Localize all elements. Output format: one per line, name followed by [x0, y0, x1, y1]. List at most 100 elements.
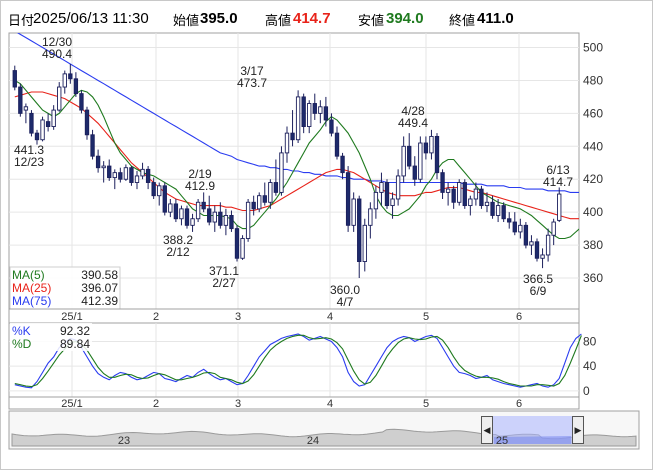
right-handle-icon: ▶	[574, 425, 582, 435]
candle-body	[229, 215, 234, 230]
candle-body	[434, 135, 440, 174]
navigator-right-handle[interactable]: ▶	[572, 416, 584, 444]
candle-body	[162, 185, 167, 213]
x-tick-label: 2	[153, 311, 159, 323]
candle-body	[440, 172, 445, 193]
candle-body	[407, 145, 412, 167]
annotation-top: 12/30	[42, 35, 72, 49]
annotation-bottom: 2/27	[212, 276, 236, 290]
date-value: 2025/06/13 11:30	[33, 10, 149, 27]
candle-body	[412, 165, 417, 180]
stoch-legend-name: %D	[12, 337, 32, 351]
x-tick-label: 4	[327, 311, 333, 323]
candle-body	[107, 165, 112, 179]
candle-body	[490, 201, 495, 216]
candle-body	[234, 228, 240, 259]
candle-body	[518, 224, 523, 233]
candle-body	[540, 254, 545, 259]
legend-value: 396.07	[81, 281, 118, 295]
low-value: 394.0	[386, 10, 424, 27]
candle-body	[79, 93, 84, 111]
candle-body	[118, 172, 123, 180]
candle-body	[134, 175, 140, 183]
stochastic-lines	[14, 333, 582, 389]
candle-body	[295, 96, 301, 141]
navigator-year-label: 23	[118, 435, 130, 447]
annotation-top: 2/19	[188, 167, 212, 181]
candle-body	[457, 182, 462, 203]
ma75-line	[16, 33, 579, 193]
candle-body	[95, 155, 101, 169]
candle-body	[351, 198, 356, 226]
y-tick-label: 480	[583, 73, 603, 87]
legend-name: MA(75)	[12, 294, 51, 308]
y-tick-label: 460	[583, 106, 603, 120]
navigator-year-label: 25	[496, 435, 508, 447]
legend-name: MA(5)	[12, 268, 45, 282]
candle-body	[268, 182, 273, 203]
stochastic-grid	[9, 323, 579, 397]
candle-body	[301, 96, 306, 127]
navigator-labels: 23 24 25	[118, 435, 508, 447]
candle-body	[168, 203, 173, 213]
candle-body	[395, 175, 401, 200]
candle-body	[501, 205, 506, 220]
candle-body	[507, 218, 512, 223]
candlesticks	[12, 63, 562, 279]
x-tick-label-lower: 4	[327, 398, 333, 410]
candle-body	[29, 112, 34, 134]
candle-body	[184, 208, 190, 226]
y-tick-label: 400	[583, 205, 603, 219]
main-y-axis: 500 480 460 440 420 400 380 360	[583, 41, 603, 285]
main-legend: MA(5) 390.58 MA(25) 396.07 MA(75) 412.39	[9, 266, 121, 310]
candle-body	[257, 195, 262, 210]
candle-body	[262, 195, 267, 203]
ohlc-header: 日付 2025/06/13 11:30 始値 395.0 高値 414.7 安値…	[0, 0, 653, 32]
candle-body	[207, 208, 212, 223]
x-tick-label: 25/1	[61, 311, 82, 323]
candle-body	[373, 191, 379, 210]
open-value: 395.0	[200, 10, 238, 27]
date-label: 日付	[8, 13, 35, 28]
candle-body	[123, 167, 129, 180]
annotation-bottom: 412.9	[185, 179, 215, 193]
candle-body	[557, 193, 562, 221]
annotation-top: 3/17	[240, 64, 264, 78]
y-tick-label: 440	[583, 139, 603, 153]
candle-body	[179, 208, 184, 220]
navigator-year-label: 24	[307, 435, 319, 447]
candle-body	[90, 134, 95, 157]
stoch-legend-box	[10, 323, 92, 351]
candle-body	[307, 103, 312, 127]
y-tick-label: 360	[583, 271, 603, 285]
candle-body	[68, 73, 73, 80]
candle-body	[445, 188, 451, 193]
close-value: 411.0	[477, 10, 514, 27]
candle-body	[323, 106, 329, 121]
x-tick-label: 6	[516, 311, 522, 323]
x-axis-strip-lower	[8, 396, 580, 410]
navigator-selected-area	[494, 436, 571, 444]
candle-body	[145, 168, 151, 183]
candle-body	[379, 182, 384, 193]
legend-value: 412.39	[81, 294, 118, 308]
open-label: 始値	[173, 13, 200, 28]
candle-body	[195, 201, 201, 220]
candle-body	[512, 221, 517, 233]
candle-body	[129, 167, 134, 183]
annotation-bottom: 2/12	[166, 245, 190, 259]
candle-body	[51, 109, 56, 127]
navigator-left-handle[interactable]: ◀	[481, 416, 493, 444]
candle-body	[329, 119, 334, 134]
candle-body	[334, 132, 340, 157]
stoch-y-tick-label: 80	[583, 334, 597, 348]
candle-body	[345, 172, 351, 226]
legend-box	[9, 266, 121, 310]
stoch-legend-value: 92.32	[60, 324, 90, 338]
legend-name: MA(25)	[12, 281, 51, 295]
candle-body	[318, 106, 323, 114]
stoch-legend-name: %K	[12, 324, 31, 338]
candle-body	[212, 211, 217, 223]
